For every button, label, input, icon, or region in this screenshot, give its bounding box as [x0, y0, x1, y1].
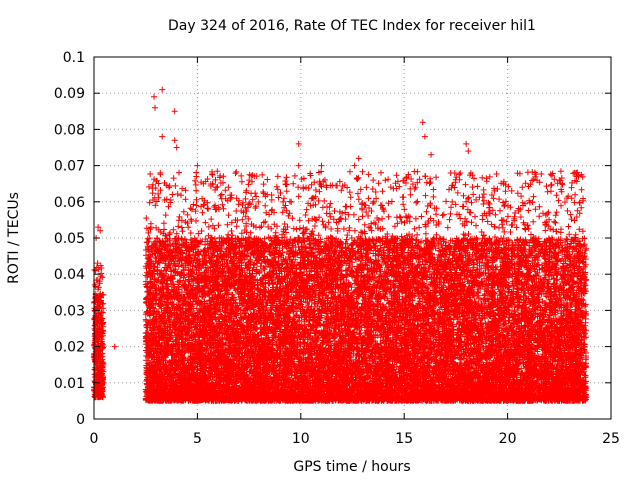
y-tick-label: 0.04 — [54, 267, 85, 283]
x-tick-label: 20 — [499, 431, 517, 447]
data-points — [91, 86, 590, 404]
y-tick-label: 0.1 — [63, 50, 85, 66]
x-tick-label: 0 — [90, 431, 99, 447]
x-tick-label: 25 — [602, 431, 620, 447]
y-tick-label: 0.07 — [54, 159, 85, 175]
roti-point-markers — [91, 86, 590, 404]
x-tick-label: 15 — [395, 431, 413, 447]
x-tick-label: 5 — [193, 431, 202, 447]
y-tick-label: 0.01 — [54, 376, 85, 392]
y-axis-label: ROTI / TECUs — [6, 192, 22, 284]
y-tick-label: 0.08 — [54, 122, 85, 138]
x-tick-label: 10 — [292, 431, 310, 447]
y-tick-label: 0 — [76, 412, 85, 428]
axis-ticks: 0 0.01 0.02 0.03 0.04 0.05 0.06 0.07 0.08 0.09 0.1… — [54, 50, 620, 447]
x-axis-label: GPS time / hours — [293, 459, 410, 475]
y-tick-label: 0.03 — [54, 303, 85, 319]
y-tick-label: 0.02 — [54, 340, 85, 356]
y-tick-label: 0.09 — [54, 86, 85, 102]
y-tick-label: 0.05 — [54, 231, 85, 247]
y-tick-label: 0.06 — [54, 195, 85, 211]
chart-title: Day 324 of 2016, Rate Of TEC Index for r… — [168, 18, 536, 34]
